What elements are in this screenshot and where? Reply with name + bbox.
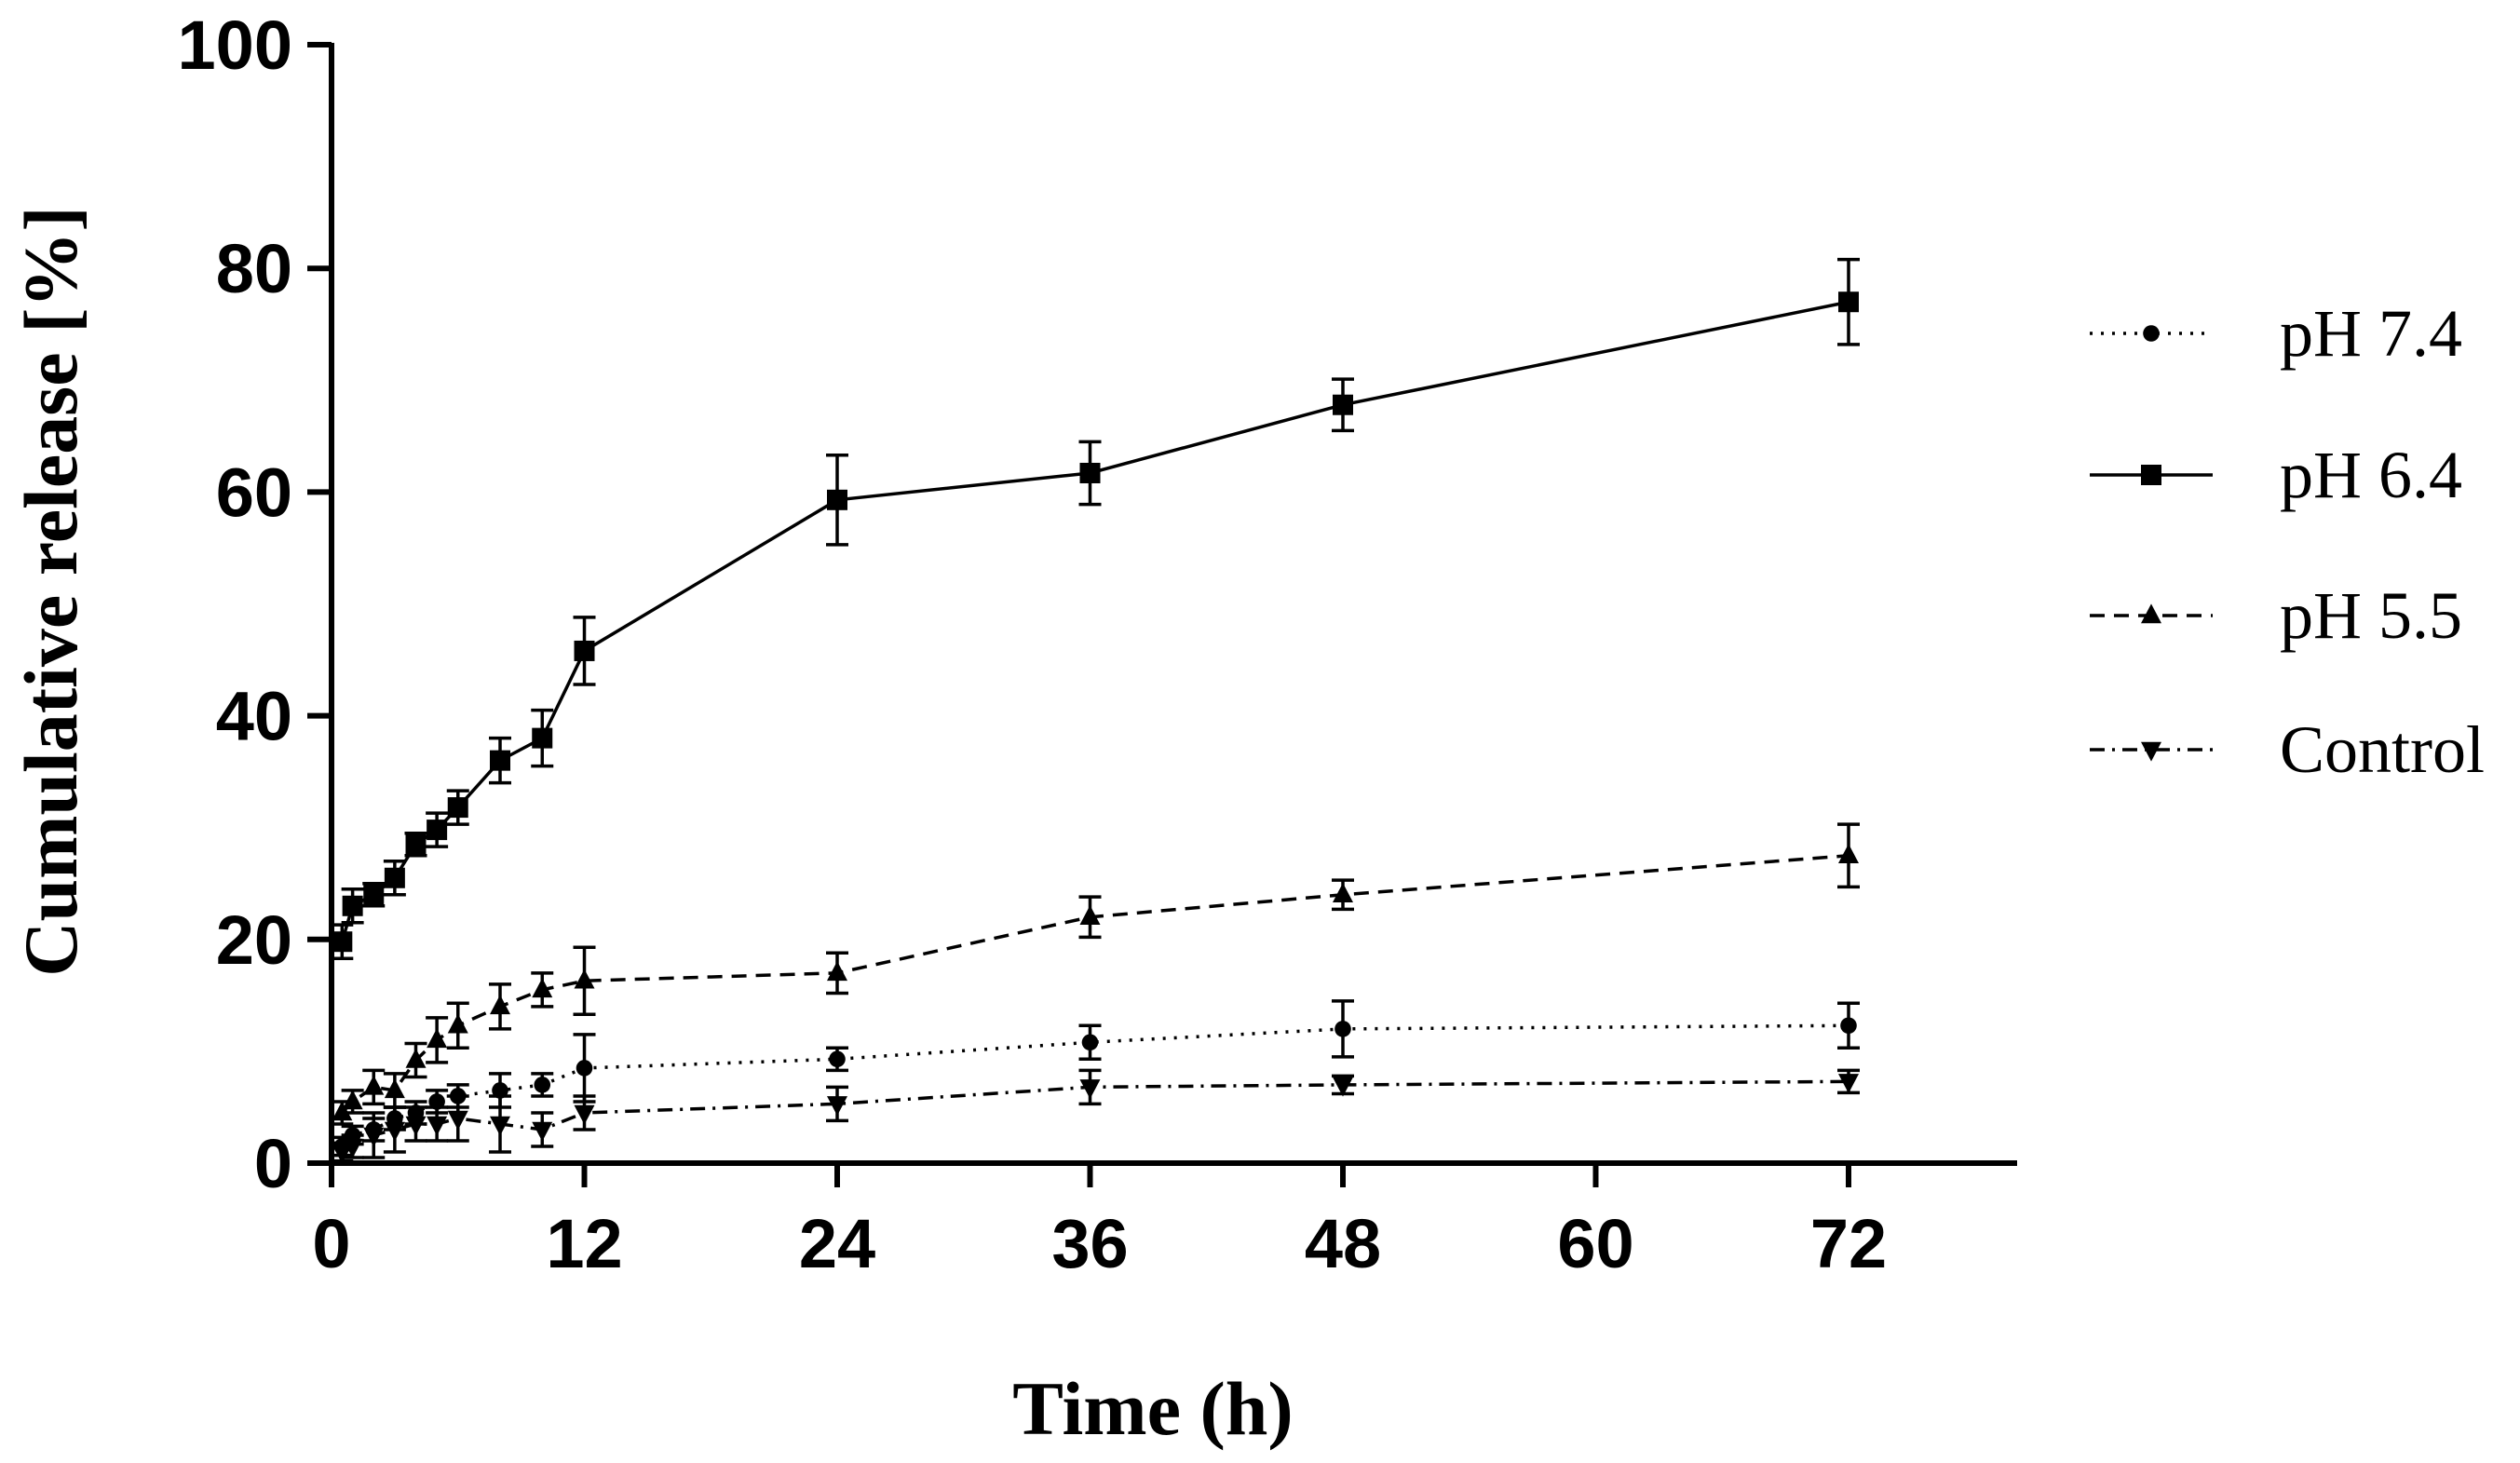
- axes: 0 12 24 36 48 60 72 0 20 40 60 80 100: [178, 7, 2017, 1282]
- x-tick-label: 48: [1305, 1205, 1381, 1282]
- data-point: [1335, 1021, 1351, 1037]
- data-point: [574, 969, 595, 989]
- data-point: [1840, 1017, 1857, 1035]
- legend-item: Control: [2090, 712, 2485, 787]
- data-point: [384, 1121, 405, 1142]
- x-tick-label: 12: [546, 1205, 622, 1282]
- data-point: [532, 727, 553, 749]
- legend-label: pH 7.4: [2280, 296, 2462, 371]
- data-point: [1081, 1034, 1099, 1051]
- data-point: [384, 1078, 405, 1099]
- data-point: [405, 1048, 427, 1068]
- series-line: [341, 853, 1849, 1115]
- data-point: [827, 1096, 847, 1116]
- data-point: [405, 833, 427, 855]
- data-point: [534, 1077, 551, 1093]
- data-point: [827, 489, 847, 510]
- data-point: [532, 978, 553, 998]
- data-point: [405, 1116, 427, 1136]
- y-tick-label: 0: [254, 1125, 292, 1202]
- data-point: [827, 961, 847, 982]
- legend-marker: [2141, 465, 2161, 485]
- data-point: [576, 1060, 593, 1077]
- legend-item: pH 7.4: [2090, 296, 2462, 371]
- data-point: [363, 884, 385, 905]
- y-tick-label: 40: [216, 678, 292, 755]
- data-point: [332, 1101, 353, 1121]
- y-tick-label: 80: [216, 230, 292, 307]
- data-point: [1079, 462, 1101, 483]
- data-point: [363, 1075, 385, 1095]
- legend-marker: [2143, 325, 2160, 342]
- series-line: [341, 1079, 1849, 1154]
- x-tick-label: 60: [1557, 1205, 1633, 1282]
- y-tick-label: 100: [178, 7, 292, 84]
- legend-marker: [2141, 603, 2161, 624]
- series-ph-7-4: [331, 999, 1860, 1158]
- legend-label: pH 5.5: [2280, 578, 2462, 653]
- series-control: [331, 1068, 1860, 1164]
- y-axis-title: Cumulative release [%]: [8, 206, 93, 976]
- data-point: [427, 1116, 448, 1136]
- series-line: [340, 300, 1849, 942]
- data-point: [574, 640, 595, 661]
- plot-area: [331, 257, 1860, 1164]
- y-tick-label: 60: [216, 454, 292, 531]
- series-ph-5-5: [331, 822, 1860, 1126]
- data-point: [332, 931, 353, 953]
- data-point: [1333, 883, 1353, 903]
- data-point: [1838, 1074, 1859, 1093]
- data-point: [1838, 291, 1859, 313]
- data-point: [332, 1144, 353, 1164]
- legend-marker: [2141, 741, 2161, 762]
- legend-item: pH 5.5: [2090, 578, 2462, 653]
- data-point: [427, 1028, 448, 1049]
- data-point: [1838, 844, 1859, 863]
- x-tick-label: 0: [312, 1205, 350, 1282]
- x-axis-title: Time (h): [1012, 1366, 1293, 1451]
- data-point: [1079, 905, 1101, 926]
- data-point: [574, 1104, 595, 1125]
- x-tick-label: 72: [1810, 1205, 1887, 1282]
- data-point: [532, 1121, 553, 1142]
- data-point: [1333, 1077, 1353, 1097]
- data-point: [384, 867, 405, 888]
- data-point: [342, 1138, 363, 1158]
- data-point: [490, 750, 510, 771]
- data-point: [490, 1116, 510, 1136]
- data-point: [1079, 1079, 1101, 1099]
- data-point: [447, 1013, 468, 1034]
- data-point: [829, 1050, 846, 1068]
- legend: pH 7.4 pH 6.4 pH 5.5 Control: [2090, 296, 2485, 787]
- series-ph-6-4: [331, 257, 1860, 960]
- data-point: [427, 820, 448, 841]
- data-point: [342, 895, 363, 916]
- data-point: [490, 995, 510, 1015]
- data-point: [342, 1090, 363, 1110]
- data-point: [447, 797, 468, 819]
- data-point: [447, 1110, 468, 1131]
- y-tick-label: 20: [216, 901, 292, 979]
- legend-label: Control: [2280, 712, 2485, 787]
- x-tick-label: 24: [799, 1205, 875, 1282]
- data-point: [1333, 394, 1353, 415]
- data-point: [363, 1127, 385, 1147]
- x-tick-label: 36: [1051, 1205, 1128, 1282]
- legend-item: pH 6.4: [2090, 438, 2462, 512]
- legend-label: pH 6.4: [2280, 438, 2462, 512]
